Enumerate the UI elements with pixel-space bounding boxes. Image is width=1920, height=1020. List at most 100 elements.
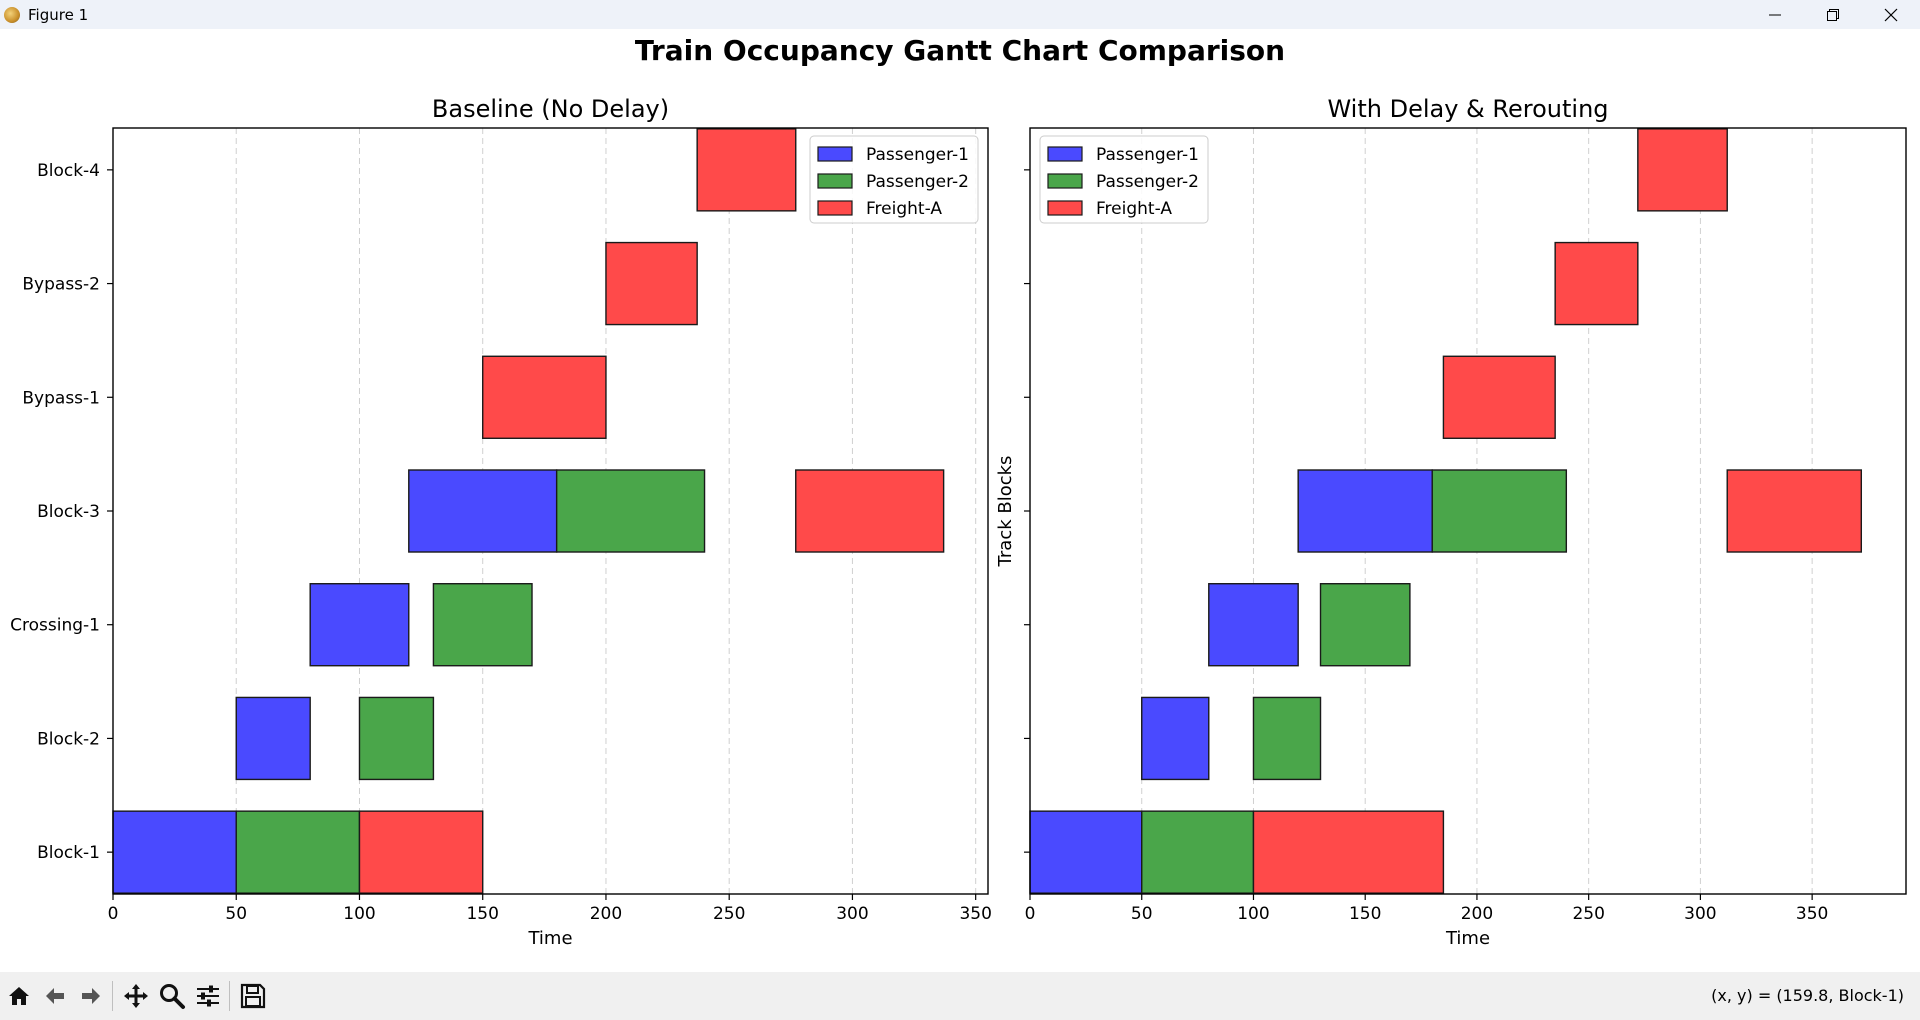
- bar-passenger-2-crossing-1: [432, 583, 533, 667]
- save-icon: [240, 983, 266, 1009]
- legend-label-freight-a: Freight-A: [1096, 199, 1172, 219]
- x-tick-label: 0: [1025, 904, 1036, 924]
- configure-subplots-icon: [197, 985, 219, 1007]
- navigation-toolbar: (x, y) = (159.8, Block-1): [0, 972, 1920, 1020]
- y-tick-label: Block-4: [37, 161, 100, 181]
- legend-swatch-freight-a: [817, 200, 853, 216]
- window-controls: [1746, 0, 1920, 29]
- bar-passenger-2-crossing-1: [1319, 583, 1411, 667]
- bar-passenger-1-block-2: [235, 696, 311, 781]
- x-tick-label: 100: [1237, 904, 1269, 924]
- x-tick-label: 250: [713, 904, 745, 924]
- x-axis-label: Time: [1445, 928, 1490, 949]
- bar-passenger-2-block-1: [1141, 810, 1255, 894]
- legend: Passenger-1 Passenger-2 Freight-A: [809, 135, 979, 224]
- figure-svg: Train Occupancy Gantt Chart Comparison 0…: [10, 34, 1907, 949]
- bar-passenger-2-block-2: [358, 696, 435, 781]
- x-tick-label: 150: [1349, 904, 1381, 924]
- figure-canvas[interactable]: Train Occupancy Gantt Chart Comparison 0…: [0, 29, 1920, 972]
- bar-passenger-2-block-1: [235, 810, 361, 894]
- configure-subplots-button[interactable]: [191, 979, 225, 1013]
- pan-button[interactable]: [119, 979, 153, 1013]
- bar-passenger-1-block-1: [1029, 810, 1143, 894]
- x-tick-label: 50: [1131, 904, 1153, 924]
- bar-passenger-1-crossing-1: [1208, 583, 1299, 667]
- legend-swatch-passenger-2: [1047, 173, 1083, 189]
- back-button[interactable]: [38, 979, 72, 1013]
- y-tick-label: Bypass-2: [22, 275, 100, 295]
- x-tick-label: 300: [1684, 904, 1716, 924]
- bar-freight-a-block-3: [795, 469, 945, 553]
- close-icon: [1884, 8, 1898, 21]
- y-tick-label: Bypass-1: [22, 388, 100, 408]
- legend-swatch-passenger-2: [817, 173, 853, 189]
- bar-passenger-2-block-3: [555, 469, 706, 553]
- bar-freight-a-block-1: [358, 810, 484, 894]
- coordinate-readout: (x, y) = (159.8, Block-1): [1711, 986, 1904, 1005]
- zoom-button[interactable]: [155, 979, 189, 1013]
- bar-freight-a-block-3: [1726, 469, 1863, 553]
- x-tick-label: 0: [108, 904, 119, 924]
- legend-label-passenger-2: Passenger-2: [1096, 172, 1199, 192]
- y-tick-label: Crossing-1: [10, 616, 100, 636]
- y-tick-label: Block-2: [37, 729, 100, 749]
- axes-title: Baseline (No Delay): [432, 95, 669, 123]
- window-title: Figure 1: [28, 5, 89, 24]
- axes-baseline: 0 50 100 150 200 250 300 350 Block-1 Block-2 Cross…: [10, 95, 992, 949]
- window-titlebar: Figure 1: [0, 0, 1920, 29]
- back-icon: [46, 988, 64, 1004]
- zoom-icon: [160, 984, 185, 1009]
- x-tick-label: 150: [466, 904, 498, 924]
- bar-passenger-1-crossing-1: [309, 583, 410, 667]
- x-tick-label: 100: [343, 904, 375, 924]
- bar-passenger-1-block-3: [408, 469, 558, 553]
- home-button[interactable]: [2, 979, 36, 1013]
- x-tick-label: 250: [1572, 904, 1604, 924]
- x-tick-label: 200: [1461, 904, 1493, 924]
- forward-icon: [82, 988, 100, 1004]
- pan-icon: [124, 984, 148, 1008]
- x-axis-label: Time: [527, 928, 572, 949]
- x-tick-label: 50: [225, 904, 247, 924]
- legend-label-passenger-1: Passenger-1: [866, 145, 969, 165]
- axes-delay-rerouting: 0 50 100 150 200 250 300 350 With Delay & Rerout…: [995, 95, 1907, 949]
- y-tick-label: Block-3: [37, 502, 100, 522]
- bar-passenger-2-block-2: [1252, 696, 1322, 781]
- x-tick-label: 200: [590, 904, 622, 924]
- bar-passenger-1-block-3: [1297, 469, 1433, 553]
- x-tick-label: 350: [1796, 904, 1828, 924]
- bar-passenger-2-block-3: [1431, 469, 1568, 553]
- legend-label-passenger-2: Passenger-2: [866, 172, 969, 192]
- restore-icon: [1827, 8, 1839, 21]
- legend: Passenger-1 Passenger-2 Freight-A: [1039, 135, 1209, 224]
- bar-freight-a-bypass-1: [482, 355, 607, 439]
- restore-button[interactable]: [1804, 0, 1862, 29]
- bar-freight-a-block-4: [696, 128, 797, 212]
- legend-label-passenger-1: Passenger-1: [1096, 145, 1199, 165]
- bar-freight-a-bypass-2: [1554, 241, 1639, 326]
- figure-suptitle: Train Occupancy Gantt Chart Comparison: [635, 34, 1285, 67]
- forward-button[interactable]: [74, 979, 108, 1013]
- bar-freight-a-bypass-1: [1442, 355, 1556, 439]
- toolbar-separator: [229, 981, 230, 1011]
- y-axis-label: Track Blocks: [995, 456, 1016, 568]
- legend-swatch-passenger-1: [817, 146, 853, 162]
- save-button[interactable]: [236, 979, 270, 1013]
- x-tick-label: 350: [959, 904, 991, 924]
- home-icon: [9, 987, 29, 1005]
- minimize-button[interactable]: [1746, 0, 1804, 29]
- x-tick-label: 300: [836, 904, 868, 924]
- bar-passenger-1-block-1: [112, 810, 237, 894]
- toolbar-separator: [112, 981, 113, 1011]
- y-tick-label: Block-1: [37, 843, 100, 863]
- axes-title: With Delay & Rerouting: [1327, 95, 1608, 123]
- close-button[interactable]: [1862, 0, 1920, 29]
- bar-freight-a-bypass-2: [605, 241, 698, 326]
- bar-freight-a-block-1: [1252, 810, 1445, 894]
- legend-swatch-freight-a: [1047, 200, 1083, 216]
- legend-label-freight-a: Freight-A: [866, 199, 942, 219]
- matplotlib-app-icon: [4, 6, 20, 23]
- bar-freight-a-block-4: [1637, 128, 1728, 212]
- bar-passenger-1-block-2: [1141, 696, 1210, 781]
- minimize-icon: [1769, 14, 1781, 15]
